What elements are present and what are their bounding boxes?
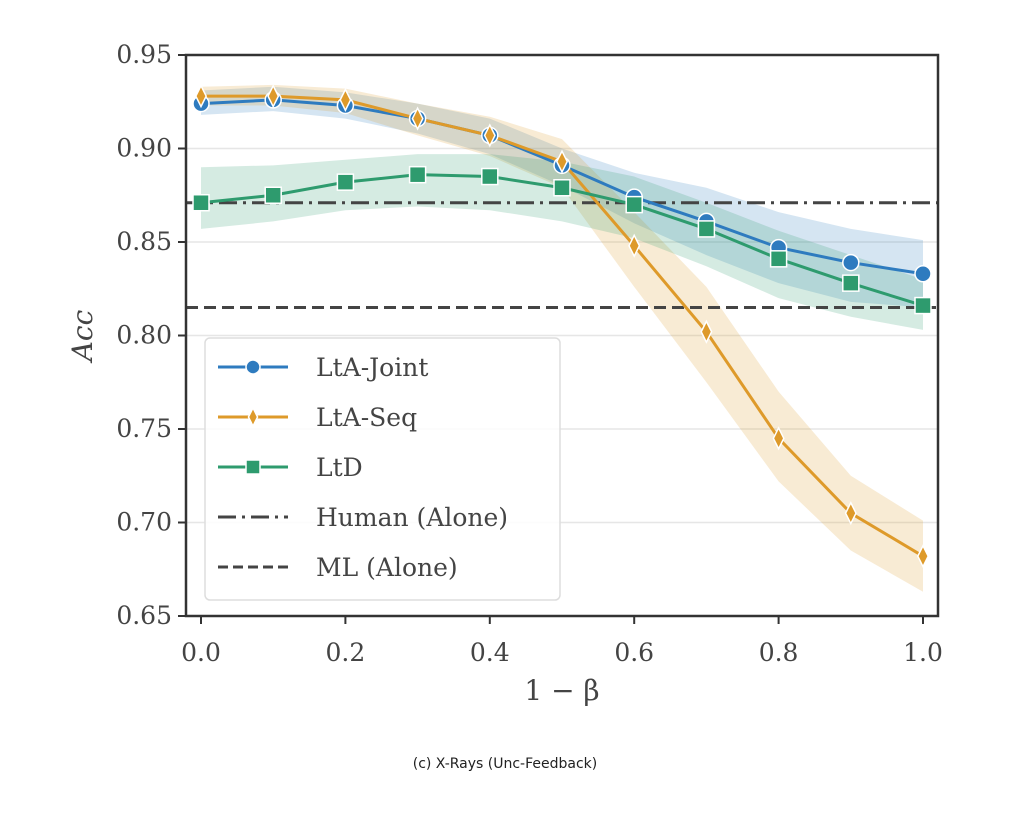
- x-tick-label: 0.8: [759, 638, 799, 667]
- legend-marker-icon: [245, 459, 261, 475]
- data-point-ltd: [914, 296, 932, 315]
- y-tick-label: 0.85: [116, 227, 172, 256]
- data-point-lta-seq: [700, 319, 713, 344]
- data-point-ltd: [408, 165, 427, 184]
- y-tick-label: 0.80: [116, 321, 172, 350]
- figure-caption: (c) X-Rays (Unc-Feedback): [412, 756, 598, 772]
- x-tick-label: 0.6: [614, 638, 654, 667]
- series-markers: [192, 84, 932, 569]
- data-point-lta-seq: [916, 544, 930, 569]
- legend-label: LtA-Joint: [316, 353, 428, 382]
- x-tick-label: 0.2: [326, 638, 366, 667]
- legend-item: LtA-Joint: [218, 353, 428, 382]
- data-point-lta-seq: [772, 426, 785, 451]
- chart: 0.650.700.750.800.850.900.95 0.0 0.2 0.4 0.…: [66, 40, 943, 707]
- y-axis: 0.65 0.70 0.75 0.80 0.85 0.90 0.95: [116, 40, 186, 630]
- legend-box: [204, 337, 561, 601]
- confidence-band-lta-joint: [201, 86, 923, 308]
- legend-label: LtD: [316, 453, 363, 482]
- data-point-ltd: [625, 195, 643, 214]
- data-point-lta-seq: [483, 123, 496, 148]
- legend-item: LtD: [218, 453, 363, 482]
- data-point-lta-seq: [411, 106, 424, 131]
- x-tick-label: 0.0: [181, 638, 221, 667]
- data-point-ltd: [481, 167, 499, 186]
- data-point-lta-seq: [844, 501, 857, 526]
- data-point-ltd: [697, 220, 716, 238]
- legend-label: LtA-Seq: [316, 403, 417, 432]
- legend-item: Human (Alone): [218, 503, 508, 532]
- legend: LtA-Joint LtA-Seq LtD Human (Alone) ML (Alon…: [204, 337, 561, 601]
- y-tick-label: 0.90: [116, 134, 172, 163]
- data-point-ltd: [553, 179, 571, 197]
- data-point-ltd: [769, 250, 788, 268]
- data-point-lta-seq: [628, 233, 641, 258]
- data-point-ltd: [192, 193, 210, 212]
- legend-label: ML (Alone): [316, 553, 458, 582]
- data-point-lta-seq: [339, 87, 352, 112]
- data-point-lta-joint: [914, 265, 932, 283]
- legend-label: Human (Alone): [316, 503, 508, 532]
- data-point-lta-seq: [555, 149, 569, 174]
- y-tick-label: 0.65: [116, 601, 172, 630]
- data-point-lta-seq: [267, 84, 280, 109]
- data-point-lta-seq: [194, 84, 208, 109]
- y-tick-label: 0.70: [116, 508, 172, 537]
- y-axis-label: Acc: [66, 309, 99, 364]
- legend-item: LtA-Seq: [218, 403, 417, 432]
- x-axis-label: 1 − β: [524, 674, 599, 707]
- x-axis: 0.0 0.2 0.4 0.6 0.8 1.0: [181, 616, 943, 667]
- legend-marker-icon: [245, 359, 261, 375]
- data-point-ltd: [842, 274, 860, 292]
- y-tick-label: 0.95: [116, 40, 172, 69]
- y-tick-label: 0.75: [116, 414, 172, 443]
- data-point-lta-joint: [842, 253, 860, 272]
- data-point-ltd: [264, 186, 282, 204]
- legend-item: ML (Alone): [218, 553, 458, 582]
- reference-lines: [186, 201, 938, 309]
- confidence-band-ltd: [201, 154, 923, 330]
- legend-marker-icon: [247, 406, 259, 428]
- x-tick-label: 0.4: [470, 638, 510, 667]
- data-point-ltd: [336, 173, 355, 191]
- x-tick-label: 1.0: [903, 638, 943, 667]
